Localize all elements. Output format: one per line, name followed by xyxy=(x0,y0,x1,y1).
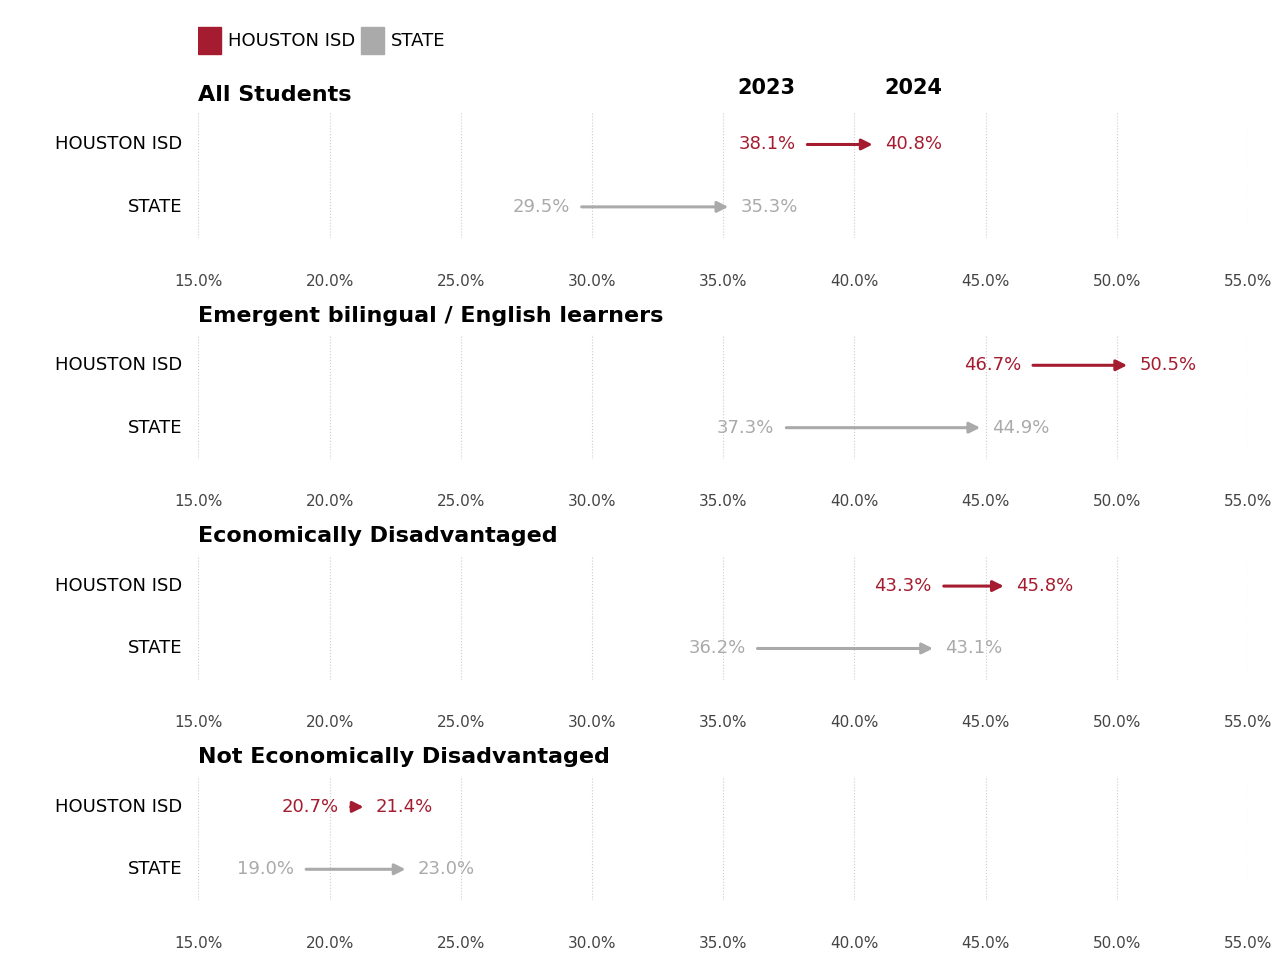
Text: 21.4%: 21.4% xyxy=(375,798,433,816)
Text: STATE: STATE xyxy=(128,198,183,216)
Text: HOUSTON ISD: HOUSTON ISD xyxy=(55,798,183,816)
Text: 43.3%: 43.3% xyxy=(874,577,932,595)
Text: Economically Disadvantaged: Economically Disadvantaged xyxy=(198,526,558,546)
Text: 2024: 2024 xyxy=(884,78,942,98)
Text: 50.5%: 50.5% xyxy=(1139,356,1197,374)
Text: 19.0%: 19.0% xyxy=(237,860,294,878)
Text: 36.2%: 36.2% xyxy=(689,639,745,658)
Text: HOUSTON ISD: HOUSTON ISD xyxy=(55,135,183,154)
Text: HOUSTON ISD: HOUSTON ISD xyxy=(228,32,355,50)
Text: HOUSTON ISD: HOUSTON ISD xyxy=(55,356,183,374)
Text: Not Economically Disadvantaged: Not Economically Disadvantaged xyxy=(198,747,611,767)
Bar xyxy=(198,28,221,54)
Text: STATE: STATE xyxy=(128,860,183,878)
Text: 29.5%: 29.5% xyxy=(512,198,570,216)
Text: 35.3%: 35.3% xyxy=(740,198,797,216)
Text: 37.3%: 37.3% xyxy=(717,419,774,437)
Text: HOUSTON ISD: HOUSTON ISD xyxy=(55,577,183,595)
Text: 46.7%: 46.7% xyxy=(964,356,1021,374)
Text: All Students: All Students xyxy=(198,84,352,105)
Text: 43.1%: 43.1% xyxy=(945,639,1002,658)
Text: STATE: STATE xyxy=(128,419,183,437)
Text: Emergent bilingual / English learners: Emergent bilingual / English learners xyxy=(198,305,664,325)
Text: 2023: 2023 xyxy=(737,78,795,98)
Text: 38.1%: 38.1% xyxy=(739,135,795,154)
Bar xyxy=(361,28,384,54)
Text: 23.0%: 23.0% xyxy=(417,860,475,878)
Text: 20.7%: 20.7% xyxy=(282,798,339,816)
Text: STATE: STATE xyxy=(128,639,183,658)
Text: STATE: STATE xyxy=(390,32,445,50)
Text: 44.9%: 44.9% xyxy=(992,419,1050,437)
Text: 40.8%: 40.8% xyxy=(884,135,942,154)
Text: 45.8%: 45.8% xyxy=(1016,577,1073,595)
